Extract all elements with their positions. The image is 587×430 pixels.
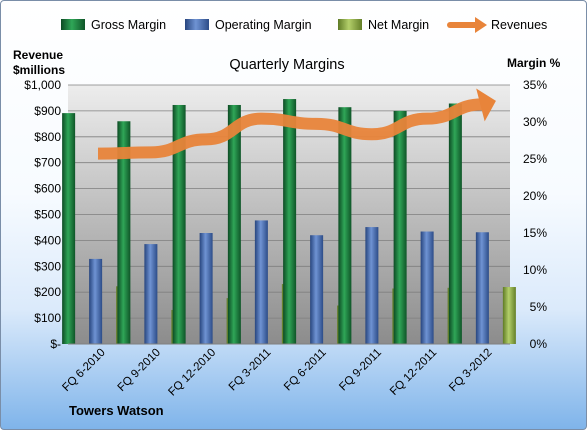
bar-operating-margin bbox=[89, 258, 103, 344]
right-axis-tick-label: 10% bbox=[523, 263, 547, 277]
x-axis-tick-label: FQ 12-2011 bbox=[388, 347, 439, 398]
left-axis-tick-label: $100 bbox=[34, 311, 61, 325]
bar-gross-margin bbox=[448, 103, 462, 344]
bar-gross-margin bbox=[227, 104, 241, 344]
bar-gross-margin bbox=[172, 104, 186, 344]
bar-operating-margin bbox=[310, 235, 324, 344]
legend-swatch-operating-margin bbox=[185, 19, 209, 30]
revenues-arrowhead bbox=[476, 88, 496, 122]
bar-operating-margin bbox=[420, 231, 434, 344]
legend-label-operating-margin: Operating Margin bbox=[215, 18, 312, 32]
x-axis-tick-label: FQ 12-2010 bbox=[166, 347, 218, 399]
right-axis-tick-label: 35% bbox=[523, 78, 547, 92]
left-axis-label-line1: Revenue bbox=[13, 48, 63, 62]
x-axis-tick-label: FQ 9-2010 bbox=[116, 347, 163, 394]
left-axis-tick-label: $300 bbox=[34, 259, 61, 273]
right-axis-ticks: 0% 5% 10% 15% 20% 25% 30% 35% bbox=[523, 78, 547, 351]
right-axis-tick-label: 30% bbox=[523, 115, 547, 129]
left-axis-ticks: $- $100 $200 $300 $400 $500 $600 $700 $800 $900 $1… bbox=[24, 78, 61, 351]
revenues-line bbox=[97, 98, 483, 160]
chart-title: Quarterly Margins bbox=[229, 57, 344, 73]
right-axis-tick-label: 20% bbox=[523, 189, 547, 203]
left-axis-tick-label: $900 bbox=[34, 104, 61, 118]
left-axis-tick-label: $700 bbox=[34, 156, 61, 170]
legend-label-net-margin: Net Margin bbox=[368, 18, 429, 32]
x-axis-tick-label: FQ 3-2011 bbox=[227, 347, 274, 394]
bar-operating-margin bbox=[144, 244, 158, 344]
x-axis-tick-label: FQ 6-2011 bbox=[282, 347, 329, 394]
revenues-line-group bbox=[97, 88, 496, 160]
x-axis-labels: FQ 6-2010 FQ 9-2010 FQ 12-2010 FQ 3-2011 FQ … bbox=[60, 347, 494, 399]
bar-gross-margin bbox=[62, 113, 76, 345]
right-axis-tick-label: 0% bbox=[530, 337, 548, 351]
x-axis-tick-label: FQ 6-2010 bbox=[60, 347, 107, 394]
bar-operating-margin bbox=[365, 227, 379, 344]
bars bbox=[62, 99, 516, 345]
bar-gross-margin bbox=[283, 99, 297, 344]
legend-label-gross-margin: Gross Margin bbox=[91, 18, 166, 32]
right-axis-tick-label: 5% bbox=[530, 300, 548, 314]
right-axis-tick-label: 15% bbox=[523, 226, 547, 240]
bar-operating-margin bbox=[254, 220, 268, 344]
legend-arrowhead-revenues bbox=[475, 17, 487, 33]
left-axis-tick-label: $1,000 bbox=[24, 78, 61, 92]
left-axis-tick-label: $200 bbox=[34, 285, 61, 299]
legend-swatch-gross-margin bbox=[61, 19, 85, 30]
bar-gross-margin bbox=[338, 107, 352, 344]
legend: Gross Margin Operating Margin Net Margin… bbox=[61, 17, 547, 33]
right-axis-tick-label: 25% bbox=[523, 152, 547, 166]
source-label: Towers Watson bbox=[69, 403, 164, 418]
bar-gross-margin bbox=[393, 110, 407, 345]
x-axis-tick-label: FQ 3-2012 bbox=[447, 347, 494, 394]
legend-label-revenues: Revenues bbox=[491, 18, 547, 32]
bar-net-margin bbox=[502, 287, 516, 344]
left-axis-tick-label: $800 bbox=[34, 130, 61, 144]
left-axis-label-line2: $millions bbox=[13, 63, 65, 77]
x-axis-tick-label: FQ 9-2011 bbox=[337, 347, 384, 394]
left-axis-tick-label: $- bbox=[50, 337, 61, 351]
right-axis-label: Margin % bbox=[507, 56, 561, 70]
left-axis-tick-label: $600 bbox=[34, 182, 61, 196]
bar-operating-margin bbox=[475, 232, 489, 344]
bar-operating-margin bbox=[199, 233, 213, 344]
left-axis-tick-label: $400 bbox=[34, 233, 61, 247]
bar-gross-margin bbox=[117, 121, 131, 344]
left-axis-tick-label: $500 bbox=[34, 208, 61, 222]
legend-swatch-net-margin bbox=[338, 19, 362, 30]
